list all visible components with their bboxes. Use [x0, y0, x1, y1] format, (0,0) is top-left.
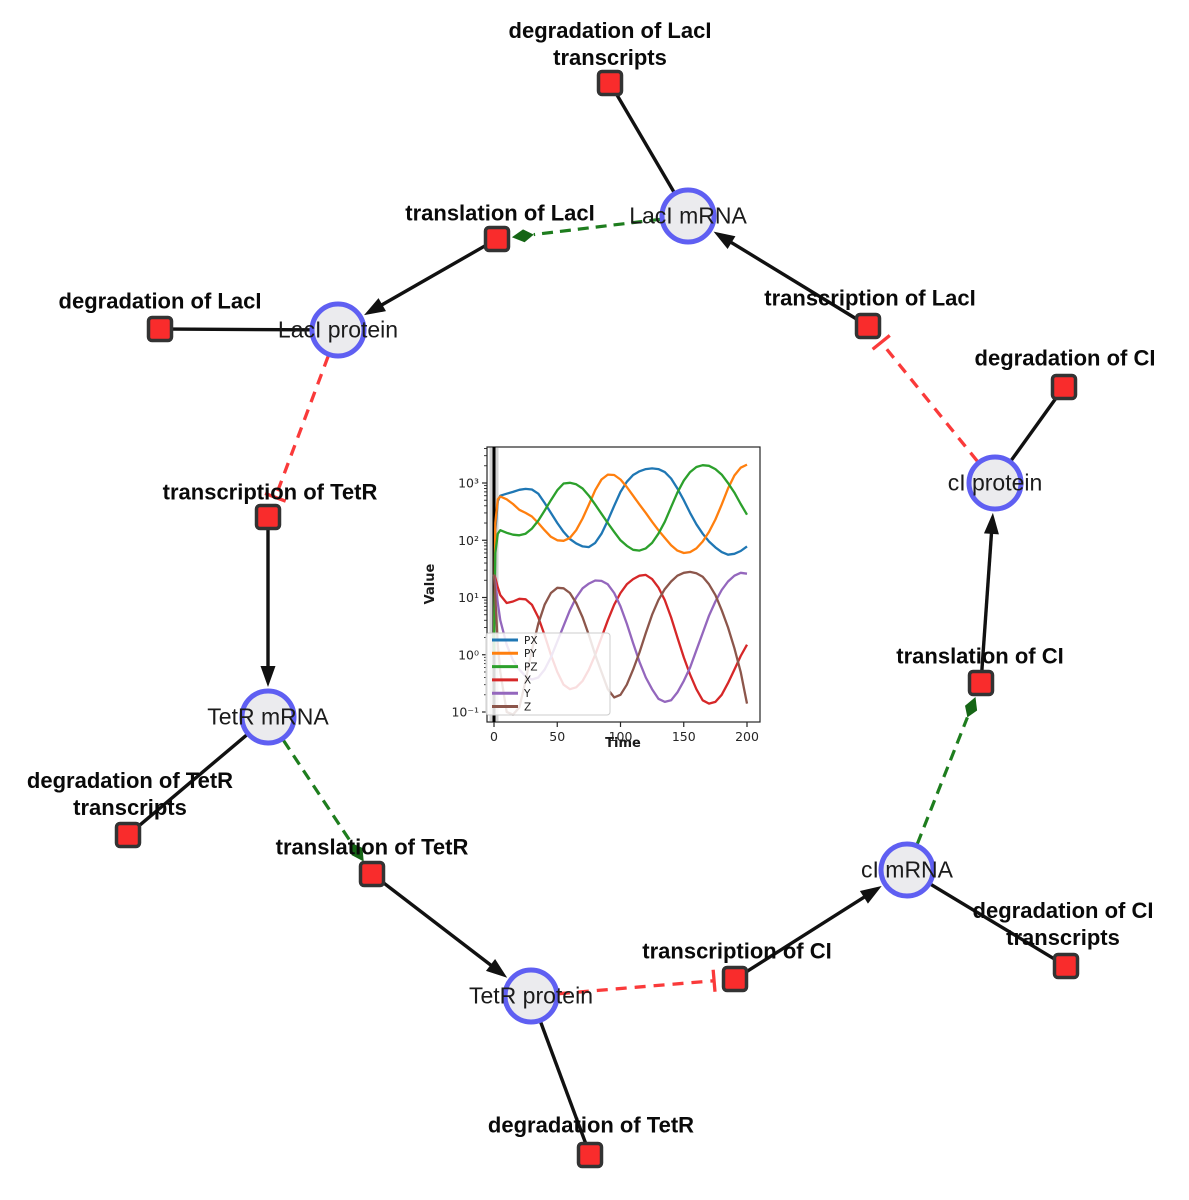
- reaction-node-transcription-tetR[interactable]: [254, 503, 282, 531]
- species-node-lacI-protein[interactable]: [309, 301, 367, 359]
- edge-tetR-protein-transcription-cI: [558, 969, 717, 996]
- edge-translation-lacI-lacI-protein: [364, 243, 488, 316]
- legend-label-Z: Z: [524, 701, 531, 713]
- legend-label-X: X: [524, 675, 531, 687]
- legend-box: [485, 632, 611, 716]
- edge-tetR-protein-deg-tetR: [539, 1021, 588, 1145]
- edge-translation-tetR-tetR-protein: [380, 879, 508, 978]
- reaction-node-transcription-lacI[interactable]: [854, 312, 882, 340]
- edge-lacI-protein-transcription-tetR: [264, 355, 330, 503]
- legend-label-PZ: PZ: [524, 661, 538, 673]
- y-tick-label: 10⁰: [458, 647, 479, 662]
- y-tick-label: 10⁻¹: [451, 705, 479, 720]
- y-tick-label: 10¹: [458, 590, 479, 605]
- reaction-node-translation-tetR[interactable]: [358, 860, 386, 888]
- edge-lacI-protein-deg-lacI: [171, 327, 311, 332]
- y-tick-label: 10³: [458, 476, 479, 491]
- x-tick-label: 200: [735, 729, 759, 744]
- chart-y-axis-label: Value: [423, 563, 438, 604]
- edge-cI-protein-transcription-lacI: [871, 334, 979, 463]
- x-tick-label: 0: [490, 729, 498, 744]
- series-PZ: [492, 464, 748, 655]
- edge-translation-cI-cI-protein: [980, 512, 999, 672]
- edge-transcription-lacI-lacI-mRNA: [713, 231, 859, 322]
- legend-label-PX: PX: [524, 635, 538, 647]
- reaction-node-deg-tetR[interactable]: [576, 1141, 604, 1169]
- legend-label-PY: PY: [524, 648, 537, 660]
- species-node-tetR-mRNA[interactable]: [239, 688, 297, 746]
- legend-label-Y: Y: [523, 688, 531, 700]
- edge-transcription-tetR-tetR-mRNA: [260, 529, 276, 687]
- reaction-node-transcription-cI[interactable]: [721, 965, 749, 993]
- edge-deg-lacI-transcripts-lacI-mRNA: [614, 92, 676, 193]
- series-X: [492, 573, 749, 705]
- x-tick-label: 150: [672, 729, 696, 744]
- series-PY: [492, 463, 748, 655]
- species-node-cI-protein[interactable]: [966, 454, 1024, 512]
- species-node-lacI-mRNA[interactable]: [659, 187, 717, 245]
- species-node-tetR-protein[interactable]: [502, 967, 560, 1025]
- edge-transcription-cI-cI-mRNA: [744, 886, 882, 975]
- reaction-node-translation-lacI[interactable]: [483, 225, 511, 253]
- reaction-node-deg-tetR-transcripts[interactable]: [114, 821, 142, 849]
- y-tick-label: 10²: [458, 533, 479, 548]
- chart-x-axis-label: Time: [605, 736, 641, 751]
- edge-cI-mRNA-translation-cI: [915, 696, 978, 845]
- x-tick-label: 50: [549, 729, 565, 744]
- x-tick-label: 100: [609, 729, 633, 744]
- reaction-node-translation-cI[interactable]: [967, 669, 995, 697]
- edge-cI-protein-deg-cI: [1009, 395, 1059, 462]
- reaction-node-deg-lacI-transcripts[interactable]: [596, 69, 624, 97]
- species-node-cI-mRNA[interactable]: [878, 841, 936, 899]
- edge-lacI-mRNA-translation-lacI: [511, 217, 661, 243]
- reaction-node-deg-cI[interactable]: [1050, 373, 1078, 401]
- edge-tetR-mRNA-translation-tetR: [282, 739, 364, 862]
- edge-tetR-mRNA-deg-tetR-transcripts: [136, 733, 248, 829]
- chart-spines: [486, 446, 761, 723]
- edge-cI-mRNA-deg-cI-transcripts: [930, 883, 1057, 962]
- reaction-node-deg-lacI[interactable]: [146, 315, 174, 343]
- series-PX: [492, 467, 748, 655]
- reaction-node-deg-cI-transcripts[interactable]: [1052, 952, 1080, 980]
